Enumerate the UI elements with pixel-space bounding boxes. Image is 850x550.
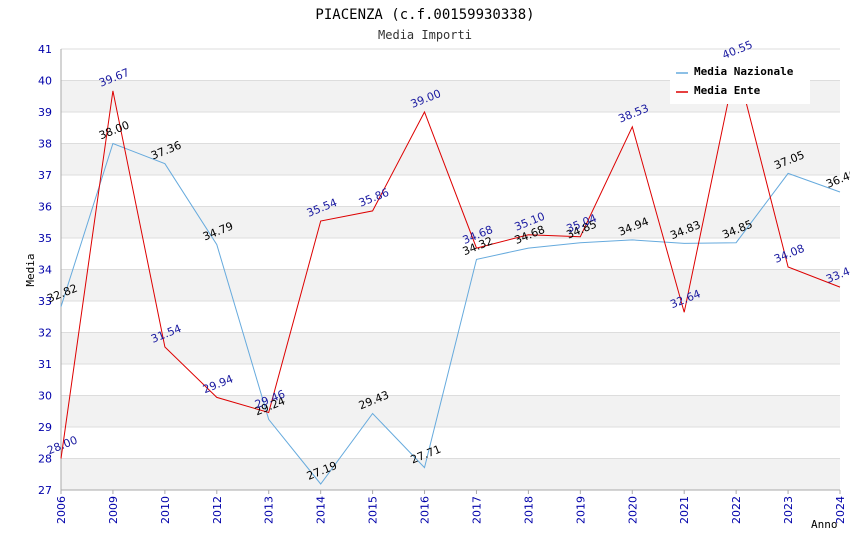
data-label-ente-2006: 28.00 [45,433,79,457]
y-tick-34: 34 [38,264,52,277]
y-tick-35: 35 [38,232,52,245]
series-line-nazionale [60,142,841,485]
x-tick-2024: 2024 [834,496,847,524]
y-tick-27: 27 [38,484,52,497]
y-tick-37: 37 [38,169,52,182]
data-label-ente-2012: 29.94 [201,372,235,396]
series-line-ente [60,63,841,459]
legend: Media Nazionale Media Ente [670,60,810,104]
x-tick-2014: 2014 [315,496,328,524]
legend-box [670,60,810,104]
y-tick-41: 41 [38,43,52,56]
data-label-ente-2023: 34.08 [772,242,806,266]
x-tick-2010: 2010 [159,496,172,524]
x-tick-2006: 2006 [55,496,68,524]
y-tick-28: 28 [38,453,52,466]
x-tick-2021: 2021 [678,496,691,524]
data-label-ente-2024: 33.44 [824,262,850,286]
series-lines [60,63,841,485]
x-axis-label: Anno [811,518,838,531]
y-tick-32: 32 [38,327,52,340]
axes [60,49,841,494]
y-tick-36: 36 [38,201,52,214]
x-tick-2017: 2017 [470,496,483,524]
y-tick-31: 31 [38,358,52,371]
legend-label-nazionale: Media Nazionale [694,65,794,78]
band-31 [61,332,840,364]
band-27 [61,458,840,490]
y-tick-39: 39 [38,106,52,119]
y-axis-label: Media [24,253,37,286]
chart-subtitle: Media Importi [378,28,472,42]
x-tick-2022: 2022 [730,496,743,524]
x-tick-2016: 2016 [419,496,432,524]
y-tick-38: 38 [38,138,52,151]
data-label-nazionale-2009: 38.00 [97,118,131,142]
legend-label-ente: Media Ente [694,84,761,97]
x-tick-2019: 2019 [574,496,587,524]
y-tick-40: 40 [38,75,52,88]
y-tick-33: 33 [38,295,52,308]
x-tick-2015: 2015 [367,496,380,524]
x-tick-2009: 2009 [107,496,120,524]
x-tick-2012: 2012 [211,496,224,524]
x-tick-2018: 2018 [522,496,535,524]
x-tick-2020: 2020 [626,496,639,524]
y-tick-29: 29 [38,421,52,434]
y-tick-30: 30 [38,390,52,403]
x-tick-2023: 2023 [782,496,795,524]
x-tick-2013: 2013 [263,496,276,524]
band-35 [61,206,840,238]
band-33 [61,269,840,301]
chart-title: PIACENZA (c.f.00159930338) [315,7,534,23]
x-tick-labels: 2006 2009 2010 2012 2013 2014 2015 2016 2017 2018… [55,496,847,524]
y-tick-labels: 27 28 29 30 31 32 33 34 35 36 37 38 39 40 41 [38,43,52,497]
data-label-ente-2022: 40.55 [720,38,754,62]
band-37 [61,143,840,175]
background-bands [61,80,840,490]
band-29 [61,395,840,427]
